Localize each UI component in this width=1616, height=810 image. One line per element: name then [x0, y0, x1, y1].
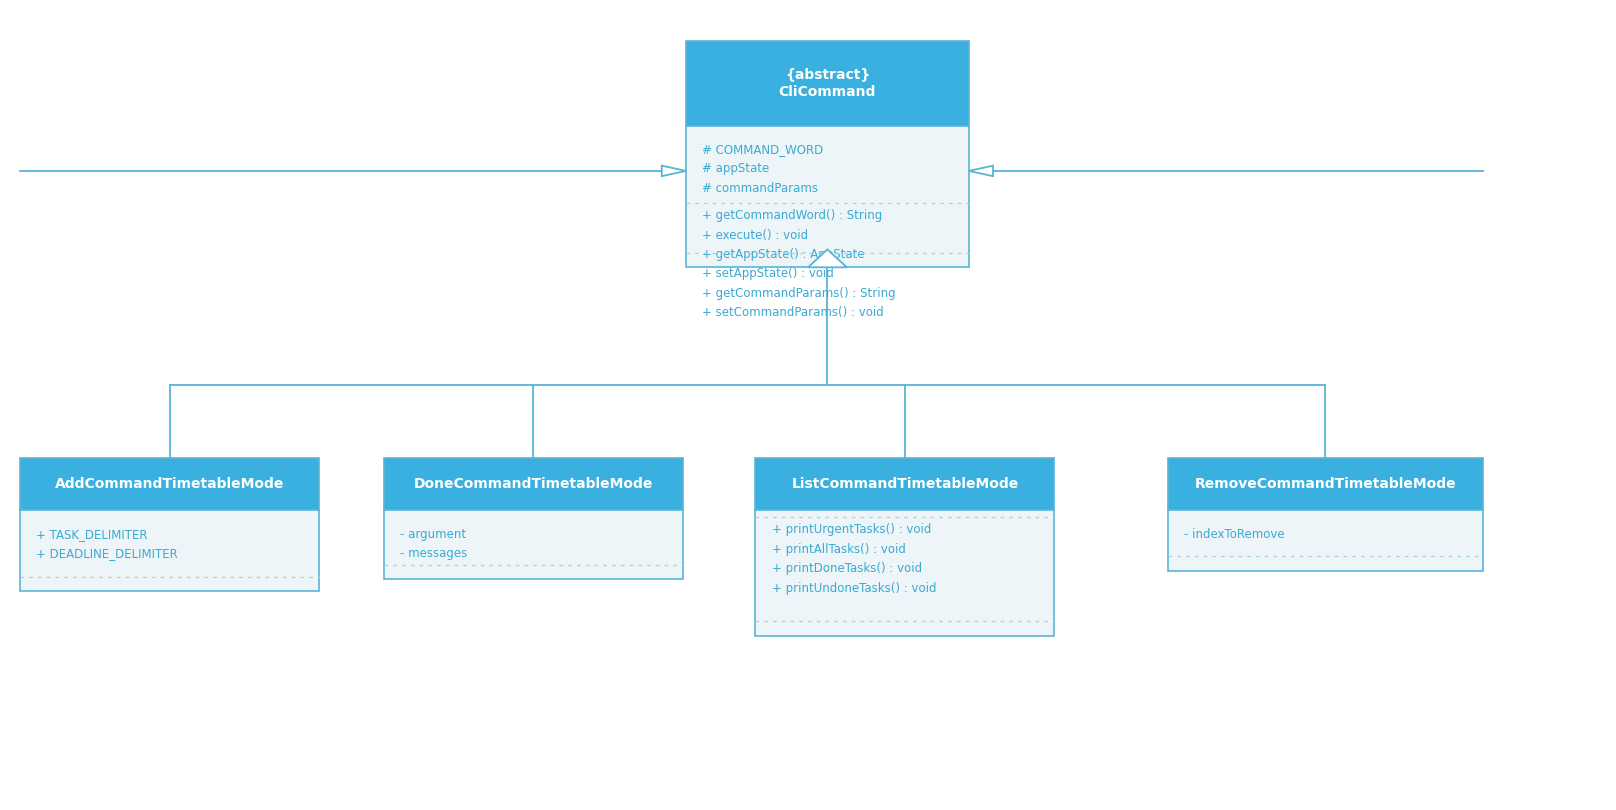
Bar: [685, 40, 968, 126]
Text: ListCommandTimetableMode: ListCommandTimetableMode: [792, 477, 1018, 491]
Bar: [385, 510, 682, 579]
Text: # commandParams: # commandParams: [703, 182, 818, 195]
Text: DoneCommandTimetableMode: DoneCommandTimetableMode: [414, 477, 653, 491]
Bar: [19, 458, 318, 510]
Text: + printUrgentTasks() : void: + printUrgentTasks() : void: [772, 523, 931, 536]
Bar: [756, 458, 1055, 510]
Text: + getCommandParams() : String: + getCommandParams() : String: [703, 287, 895, 300]
Text: - indexToRemove: - indexToRemove: [1183, 528, 1285, 541]
Text: + TASK_DELIMITER: + TASK_DELIMITER: [36, 528, 147, 541]
Text: # appState: # appState: [703, 163, 769, 176]
Polygon shape: [808, 249, 847, 267]
Text: + getAppState() : AppState: + getAppState() : AppState: [703, 248, 865, 261]
Bar: [756, 510, 1055, 636]
Text: AddCommandTimetableMode: AddCommandTimetableMode: [55, 477, 284, 491]
Bar: [685, 126, 968, 267]
Polygon shape: [968, 166, 992, 177]
Bar: [385, 458, 682, 510]
Text: + DEADLINE_DELIMITER: + DEADLINE_DELIMITER: [36, 548, 178, 561]
Polygon shape: [663, 166, 685, 177]
Text: # COMMAND_WORD: # COMMAND_WORD: [703, 143, 824, 156]
Bar: [19, 510, 318, 591]
Text: + printUndoneTasks() : void: + printUndoneTasks() : void: [772, 582, 936, 595]
Text: RemoveCommandTimetableMode: RemoveCommandTimetableMode: [1194, 477, 1456, 491]
Text: + getCommandWord() : String: + getCommandWord() : String: [703, 209, 882, 222]
Text: {abstract}
CliCommand: {abstract} CliCommand: [779, 66, 876, 100]
Text: + execute() : void: + execute() : void: [703, 228, 808, 241]
Text: - argument: - argument: [401, 528, 465, 541]
Text: + printDoneTasks() : void: + printDoneTasks() : void: [772, 562, 921, 575]
Text: - messages: - messages: [401, 548, 467, 561]
Text: + printAllTasks() : void: + printAllTasks() : void: [772, 543, 905, 556]
Text: + setCommandParams() : void: + setCommandParams() : void: [703, 306, 884, 319]
Bar: [1167, 458, 1483, 510]
Bar: [1167, 510, 1483, 571]
Text: + setAppState() : void: + setAppState() : void: [703, 267, 834, 280]
